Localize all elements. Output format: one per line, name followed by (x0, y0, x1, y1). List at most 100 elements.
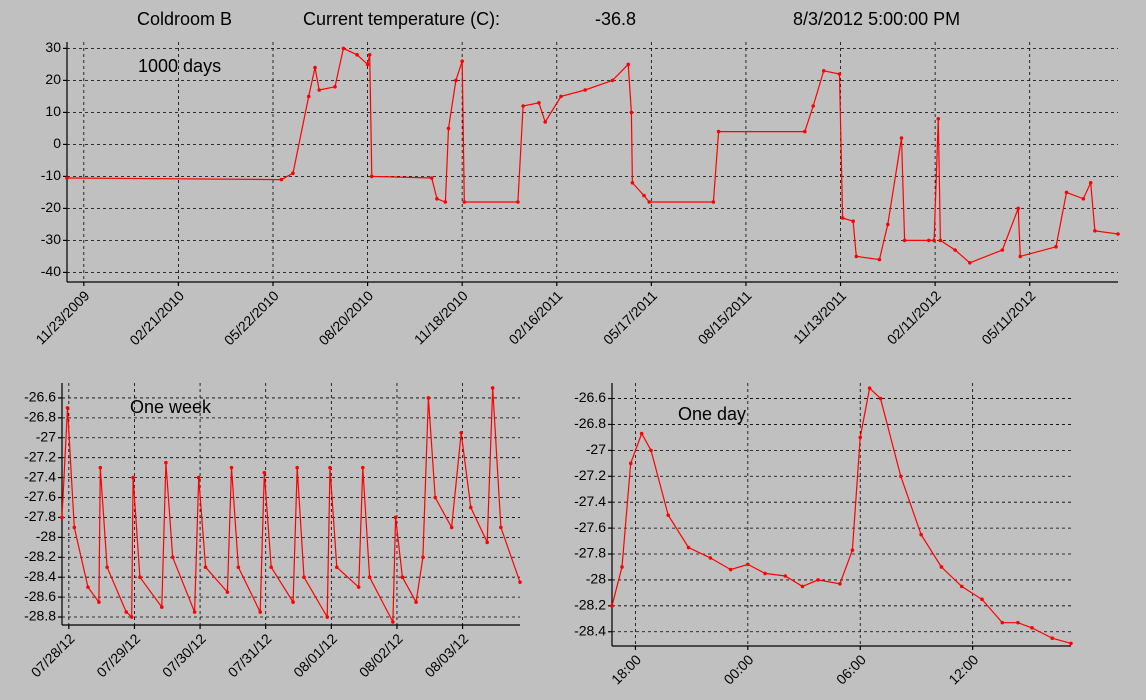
y-tick-label: -26.6 (574, 389, 606, 405)
y-tick-label: -27.6 (574, 519, 606, 535)
y-tick-label: -26.8 (24, 409, 56, 425)
data-point (306, 94, 311, 99)
data-point (629, 110, 634, 115)
data-point (728, 567, 733, 572)
y-tick-label: -28.2 (24, 548, 56, 564)
y-tick-label: -28.4 (574, 622, 606, 638)
data-point (1016, 620, 1020, 625)
data-point (746, 562, 750, 567)
annotation: One week (130, 397, 212, 417)
data-point (1050, 636, 1055, 641)
data-point (279, 177, 284, 182)
data-point (485, 540, 489, 545)
data-point (850, 548, 855, 552)
data-point (355, 53, 359, 57)
data-point (711, 200, 716, 204)
data-point (60, 515, 64, 520)
data-point (899, 136, 904, 140)
data-point (449, 525, 454, 530)
data-point (429, 176, 434, 180)
data-point (421, 555, 425, 560)
y-tick-label: -26.8 (574, 415, 606, 431)
y-tick-label: -20 (41, 199, 61, 215)
data-point (490, 386, 495, 390)
data-point (360, 465, 365, 470)
data-point (341, 46, 346, 51)
data-point (291, 171, 295, 175)
data-point (837, 72, 842, 76)
data-point (1088, 181, 1093, 185)
y-tick-label: -27.4 (24, 468, 56, 484)
data-point (628, 461, 633, 466)
data-line (61, 387, 521, 625)
data-point (639, 431, 644, 436)
data-point (1000, 248, 1005, 252)
y-tick-label: 30 (45, 39, 61, 55)
data-point (803, 129, 807, 134)
data-point (840, 216, 845, 220)
data-point (97, 600, 101, 604)
data-point (131, 475, 135, 480)
data-point (919, 532, 923, 537)
data-point (763, 571, 767, 576)
data-point (968, 261, 972, 265)
annotation: One day (678, 404, 746, 424)
data-point (499, 525, 503, 530)
data-point (462, 200, 467, 204)
data-point (328, 465, 332, 470)
data-point (454, 78, 458, 83)
data-point (414, 600, 418, 604)
data-point (229, 465, 234, 470)
data-point (1016, 206, 1020, 211)
data-point (980, 597, 984, 602)
data-point (460, 59, 464, 63)
data-point (170, 555, 175, 560)
data-point (433, 495, 438, 500)
data-point (902, 238, 907, 243)
data-point (647, 200, 652, 204)
data-point (291, 600, 295, 604)
data-point (65, 406, 70, 410)
data-point (559, 94, 563, 99)
y-tick-label: -27.4 (574, 493, 606, 509)
data-point (468, 505, 473, 510)
y-tick-label: 0 (53, 135, 61, 151)
data-point (1064, 190, 1069, 195)
data-point (160, 605, 164, 609)
data-point (816, 578, 820, 582)
y-tick-label: -10 (41, 167, 61, 183)
data-point (708, 556, 713, 560)
data-point (258, 610, 263, 614)
data-point (867, 386, 872, 390)
data-point (269, 565, 273, 570)
data-point (138, 575, 142, 579)
y-tick-label: -28.6 (24, 588, 56, 604)
data-point (335, 565, 339, 570)
data-point (86, 585, 90, 589)
data-point (686, 545, 691, 550)
data-point (521, 104, 525, 108)
data-point (369, 174, 374, 179)
y-tick-label: 10 (45, 103, 61, 119)
location: Coldroom B (137, 9, 232, 29)
data-point (129, 615, 134, 619)
y-tick-label: -30 (41, 231, 61, 247)
data-point (356, 585, 361, 589)
data-point (65, 176, 69, 180)
temperature-label: Current temperature (C): (303, 9, 500, 29)
data-point (192, 610, 197, 614)
data-point (583, 88, 587, 92)
data-point (927, 238, 931, 243)
data-point (716, 129, 721, 134)
data-point (1030, 626, 1034, 630)
data-point (426, 396, 431, 400)
data-point (886, 222, 890, 227)
data-point (124, 610, 129, 614)
data-point (543, 120, 548, 124)
data-point (899, 474, 903, 479)
data-point (878, 396, 883, 401)
data-point (72, 525, 77, 530)
data-point (1081, 197, 1086, 201)
data-point (98, 465, 103, 470)
